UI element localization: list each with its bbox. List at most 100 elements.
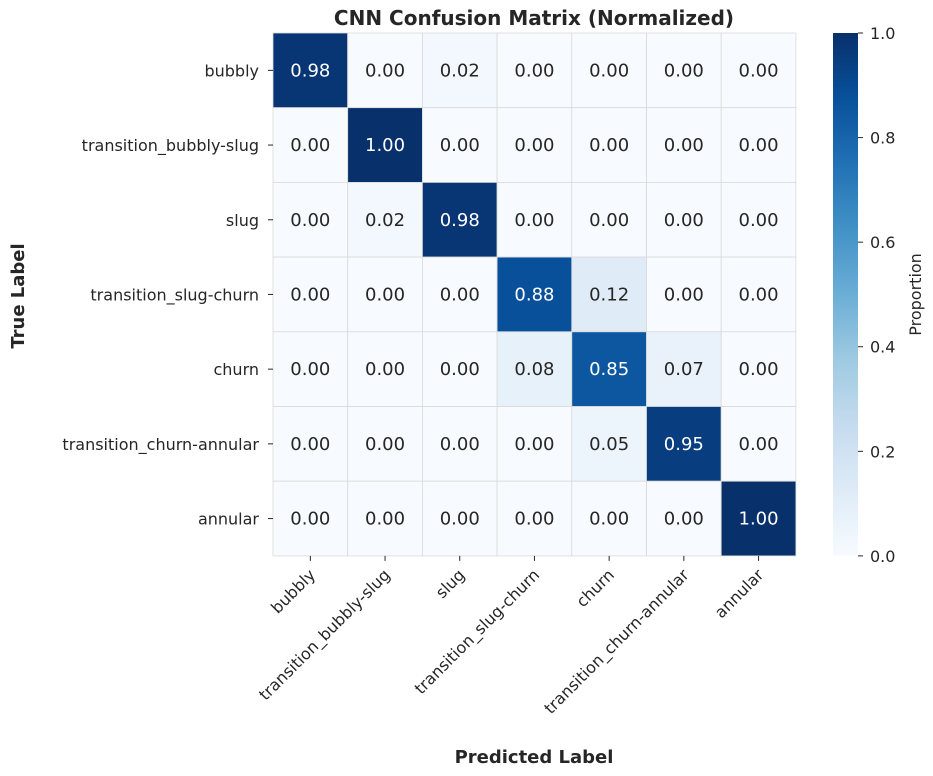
- cell-value-label: 0.00: [365, 60, 405, 81]
- y-tick-label: transition_slug-churn: [90, 285, 259, 305]
- heatmap-cell: [496, 32, 573, 109]
- cell-value-label: 0.00: [739, 284, 779, 305]
- x-tick-label: bubbly: [267, 565, 319, 617]
- heatmap-cell: [646, 256, 722, 333]
- colorbar-label: Proportion: [906, 253, 925, 336]
- y-tick-label: churn: [213, 360, 259, 379]
- colorbar-tick-label: 0.4: [870, 338, 895, 357]
- heatmap-cell: [272, 181, 349, 258]
- heatmap-cell: [571, 480, 647, 557]
- heatmap-cell: [272, 480, 349, 557]
- cell-value-label: 0.00: [290, 135, 330, 156]
- cell-value-label: 0.02: [440, 60, 480, 81]
- colorbar-tick-label: 0.8: [870, 129, 895, 148]
- heatmap-cell: [421, 331, 498, 407]
- cell-value-label: 0.00: [739, 210, 779, 231]
- heatmap-cell: [421, 32, 498, 109]
- heatmap-cell: [646, 107, 722, 183]
- cell-value-label: 0.00: [290, 434, 330, 455]
- x-axis-title: Predicted Label: [455, 747, 614, 768]
- colorbar-gradient: [833, 33, 858, 556]
- x-tick-label: churn: [572, 565, 618, 611]
- heatmap-cell: [496, 406, 573, 482]
- heatmap-cell: [496, 256, 573, 333]
- y-axis-title: True Label: [8, 243, 29, 348]
- heatmap-cell: [646, 181, 722, 258]
- heatmap-cell: [720, 107, 797, 183]
- cell-value-label: 0.07: [664, 359, 704, 380]
- cell-value-label: 0.00: [514, 509, 554, 530]
- cell-value-label: 0.88: [514, 284, 554, 305]
- cell-value-label: 0.00: [589, 135, 629, 156]
- cell-value-label: 0.00: [440, 434, 480, 455]
- cell-value-label: 0.00: [440, 135, 480, 156]
- cell-value-label: 0.00: [514, 210, 554, 231]
- heatmap-cell: [347, 256, 423, 333]
- colorbar-tick-label: 0.2: [870, 442, 895, 461]
- heatmap-cell: [571, 181, 647, 258]
- heatmap-cell: [272, 406, 349, 482]
- cell-value-label: 0.00: [290, 210, 330, 231]
- chart-title: CNN Confusion Matrix (Normalized): [334, 6, 734, 30]
- cell-value-label: 0.00: [440, 284, 480, 305]
- cell-value-label: 1.00: [739, 509, 779, 530]
- cell-value-label: 0.00: [589, 210, 629, 231]
- x-tick-label: transition_bubbly-slug: [255, 565, 395, 705]
- x-tick-label: transition_churn-annular: [540, 565, 693, 718]
- cell-value-label: 0.00: [664, 60, 704, 81]
- heatmap-cell: [720, 331, 797, 407]
- y-tick-label: slug: [226, 211, 259, 230]
- cell-value-label: 0.00: [664, 210, 704, 231]
- heatmap-cell: [272, 331, 349, 407]
- cell-value-label: 0.00: [290, 284, 330, 305]
- colorbar-tick-label: 1.0: [870, 24, 895, 43]
- heatmap-cell: [421, 406, 498, 482]
- cell-value-label: 0.00: [664, 509, 704, 530]
- colorbar-tick-label: 0.6: [870, 233, 895, 252]
- cell-value-label: 0.00: [664, 284, 704, 305]
- cell-value-label: 0.00: [290, 509, 330, 530]
- cell-value-label: 0.00: [514, 60, 554, 81]
- x-tick-label: annular: [711, 565, 768, 622]
- heatmap-cell: [421, 480, 498, 557]
- x-tick-label: slug: [432, 565, 469, 602]
- heatmap-cell: [421, 107, 498, 183]
- cell-value-label: 0.00: [589, 60, 629, 81]
- cell-value-label: 0.00: [739, 434, 779, 455]
- y-tick-label: transition_churn-annular: [62, 435, 259, 455]
- heatmap-cell: [272, 256, 349, 333]
- heatmap-cell: [646, 32, 722, 109]
- colorbar-tick-label: 0.0: [870, 547, 895, 566]
- cell-value-label: 0.00: [739, 135, 779, 156]
- cell-value-label: 0.00: [664, 135, 704, 156]
- cell-value-label: 0.00: [365, 509, 405, 530]
- heatmap-cell: [646, 480, 722, 557]
- cell-value-label: 0.98: [440, 210, 480, 231]
- cell-value-label: 1.00: [365, 135, 405, 156]
- heatmap-cell: [571, 107, 647, 183]
- y-tick-label: transition_bubbly-slug: [82, 136, 259, 156]
- cell-value-label: 0.00: [739, 359, 779, 380]
- heatmap-cell: [720, 406, 797, 482]
- heatmap-cell: [347, 32, 423, 109]
- cell-value-label: 0.00: [440, 509, 480, 530]
- heatmap-cell: [347, 181, 423, 258]
- cell-value-label: 0.00: [440, 359, 480, 380]
- heatmap-cell: [272, 32, 349, 109]
- heatmap-cell: [571, 406, 647, 482]
- cell-value-label: 0.85: [589, 359, 629, 380]
- heatmap-cell: [421, 181, 498, 258]
- heatmap-cell: [720, 480, 797, 557]
- cell-value-label: 0.02: [365, 210, 405, 231]
- cell-value-label: 0.08: [514, 359, 554, 380]
- heatmap-cell: [496, 480, 573, 557]
- y-tick-label: annular: [198, 510, 259, 529]
- cell-value-label: 0.00: [514, 135, 554, 156]
- cell-value-label: 0.00: [514, 434, 554, 455]
- heatmap-cell: [720, 256, 797, 333]
- heatmap-cell: [571, 32, 647, 109]
- heatmap-cell: [347, 406, 423, 482]
